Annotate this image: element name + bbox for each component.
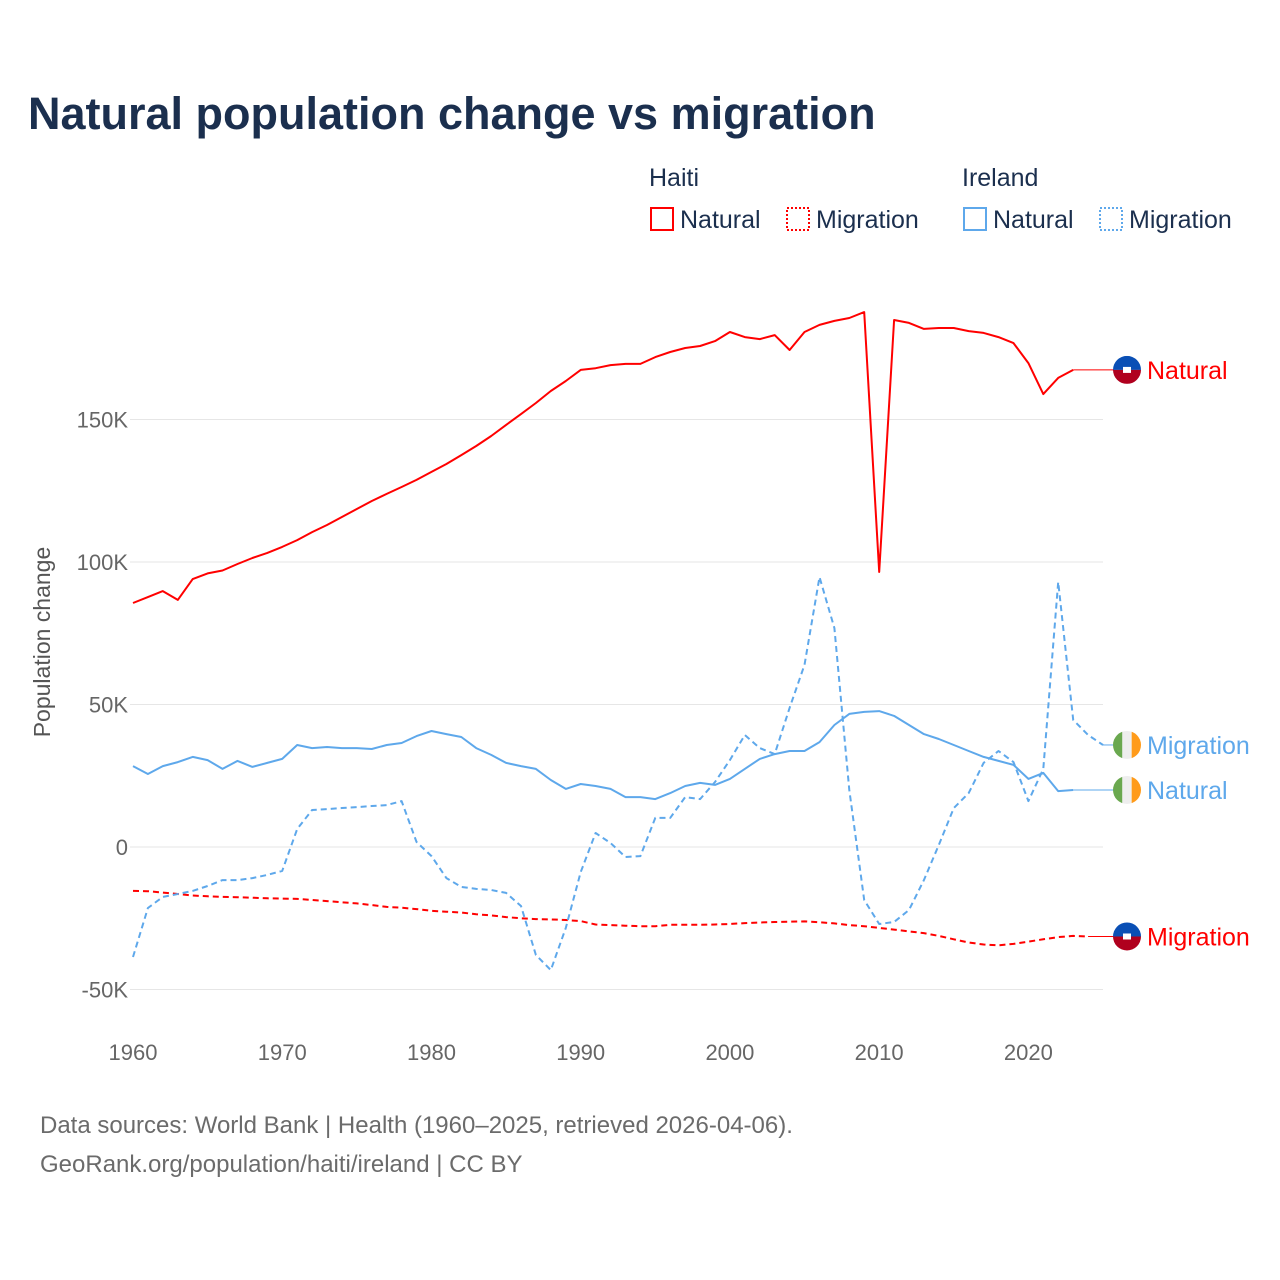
legend-label: Migration <box>816 206 919 234</box>
x-tick-label: 1990 <box>556 1040 605 1065</box>
end-label: Migration <box>1147 923 1250 951</box>
legend-item-ireland-migration[interactable]: Migration <box>1099 206 1232 234</box>
legend-group-haiti: Haiti <box>649 164 699 192</box>
flag-icon-haiti <box>1113 922 1141 951</box>
gridlines <box>130 419 1103 990</box>
series-line-ireland-migration <box>132 576 1104 972</box>
legend-swatch-solid <box>963 207 987 231</box>
legend-item-ireland-natural[interactable]: Natural <box>963 206 1074 234</box>
flag-icon-ireland <box>1113 730 1141 759</box>
series-line-ireland-natural <box>132 710 1074 801</box>
legend-group-ireland: Ireland <box>962 164 1038 192</box>
legend-swatch-dotted <box>1099 207 1123 231</box>
legend-item-haiti-migration[interactable]: Migration <box>786 206 919 234</box>
x-axis-ticks: 1960 1970 1980 1990 2000 2010 2020 <box>109 1040 1053 1065</box>
end-labels: Natural Migration Natural Migration <box>1073 355 1250 951</box>
x-tick-label: 2010 <box>855 1040 904 1065</box>
x-tick-label: 1980 <box>407 1040 456 1065</box>
x-tick-label: 2020 <box>1004 1040 1053 1065</box>
legend: Haiti Ireland Natural Migration Natural … <box>649 164 1232 234</box>
flag-icon-haiti <box>1113 355 1141 384</box>
footer: Data sources: World Bank | Health (1960–… <box>40 1106 793 1184</box>
x-tick-label: 1970 <box>258 1040 307 1065</box>
end-label: Natural <box>1147 357 1228 385</box>
x-tick-label: 1960 <box>109 1040 158 1065</box>
legend-swatch-solid <box>650 207 674 231</box>
footer-link[interactable]: GeoRank.org/population/haiti/ireland | C… <box>40 1151 523 1178</box>
end-label: Natural <box>1147 777 1228 805</box>
y-axis-ticks: -50K 0 50K 100K 150K <box>77 408 129 1003</box>
footer-sources: Data sources: World Bank | Health (1960–… <box>40 1112 793 1139</box>
legend-label: Migration <box>1129 206 1232 234</box>
legend-label: Natural <box>993 206 1074 234</box>
legend-item-haiti-natural[interactable]: Natural <box>650 206 761 234</box>
y-tick-label: 150K <box>77 408 129 433</box>
flag-icon-ireland <box>1113 776 1141 804</box>
x-tick-label: 2000 <box>705 1040 754 1065</box>
y-axis-label: Population change <box>29 547 55 738</box>
series-line-haiti-natural <box>132 311 1074 604</box>
chart-title: Natural population change vs migration <box>28 88 876 139</box>
y-tick-label: 50K <box>89 693 128 718</box>
y-tick-label: 0 <box>116 835 128 860</box>
y-tick-label: -50K <box>82 978 129 1003</box>
series-line-haiti-migration <box>132 889 1089 947</box>
legend-label: Natural <box>680 206 761 234</box>
legend-swatch-dotted <box>786 207 810 231</box>
end-label: Migration <box>1147 732 1250 760</box>
series-lines <box>132 311 1104 972</box>
y-tick-label: 100K <box>77 550 129 575</box>
